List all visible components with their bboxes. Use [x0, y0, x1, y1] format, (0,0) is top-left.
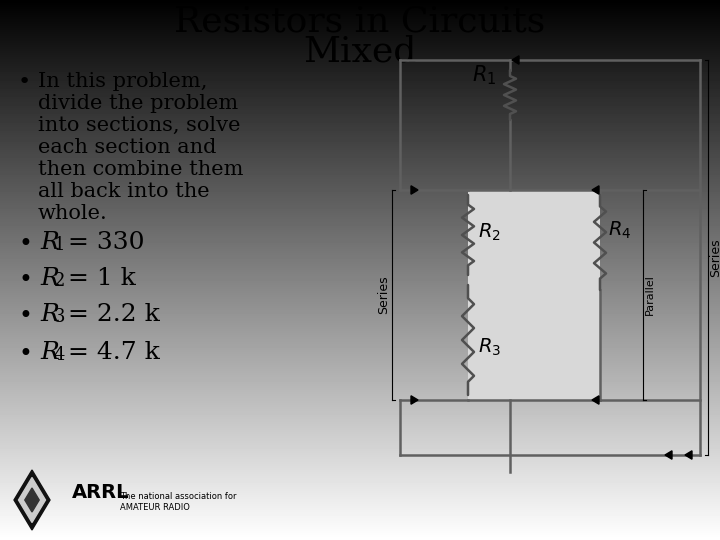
Polygon shape [592, 396, 599, 404]
Text: into sections, solve: into sections, solve [38, 116, 240, 135]
Text: Series: Series [709, 238, 720, 277]
Text: Mixed: Mixed [303, 35, 417, 69]
Polygon shape [411, 186, 418, 194]
Text: •: • [18, 72, 31, 92]
Text: all back into the: all back into the [38, 182, 210, 201]
Text: $R_{2}$: $R_{2}$ [478, 222, 501, 243]
Text: $R_{4}$: $R_{4}$ [608, 219, 631, 241]
Polygon shape [19, 477, 45, 523]
Text: = 2.2 k: = 2.2 k [60, 303, 160, 326]
Text: Series: Series [377, 276, 390, 314]
Text: •: • [18, 268, 32, 292]
Polygon shape [665, 451, 672, 459]
Text: = 4.7 k: = 4.7 k [60, 341, 160, 364]
Text: •: • [18, 232, 32, 256]
Text: ARRL: ARRL [72, 483, 130, 503]
Text: = 1 k: = 1 k [60, 267, 136, 290]
Polygon shape [468, 190, 600, 400]
Polygon shape [685, 451, 692, 459]
Polygon shape [592, 186, 599, 194]
Text: divide the problem: divide the problem [38, 94, 238, 113]
Polygon shape [512, 56, 519, 64]
Text: •: • [18, 304, 32, 328]
Text: 4: 4 [54, 346, 66, 364]
Text: 1: 1 [54, 236, 66, 254]
Text: 2: 2 [54, 272, 66, 290]
Text: then combine them: then combine them [38, 160, 243, 179]
Text: R: R [40, 303, 59, 326]
Text: whole.: whole. [38, 204, 108, 223]
Text: R: R [40, 267, 59, 290]
Text: each section and: each section and [38, 138, 217, 157]
Text: = 330: = 330 [60, 231, 145, 254]
Polygon shape [411, 396, 418, 404]
Text: Resistors in Circuits: Resistors in Circuits [174, 5, 546, 39]
Text: 3: 3 [54, 308, 66, 326]
Text: In this problem,: In this problem, [38, 72, 207, 91]
Polygon shape [24, 488, 39, 512]
Text: R: R [40, 231, 59, 254]
Text: $R_{1}$: $R_{1}$ [472, 63, 496, 87]
Text: R: R [40, 341, 59, 364]
Polygon shape [14, 470, 50, 530]
Text: •: • [18, 342, 32, 366]
Text: The national association for
AMATEUR RADIO: The national association for AMATEUR RAD… [120, 492, 236, 512]
Text: Parallel: Parallel [645, 274, 655, 315]
Text: $R_{3}$: $R_{3}$ [478, 337, 501, 358]
